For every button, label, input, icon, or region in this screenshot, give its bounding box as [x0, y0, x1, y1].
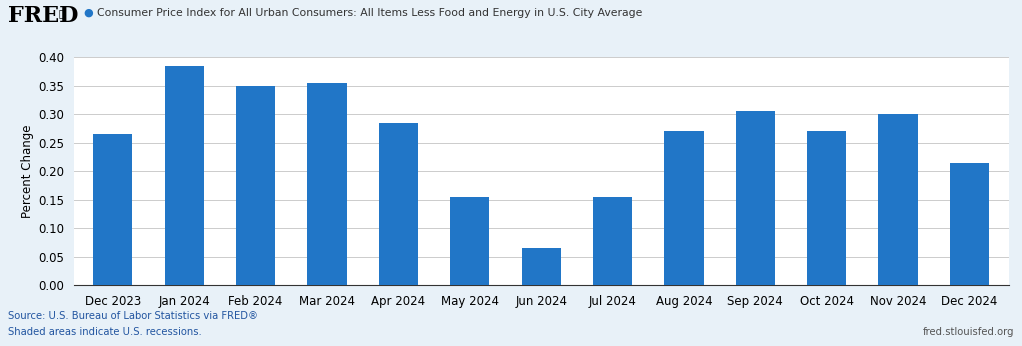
Bar: [736, 111, 775, 285]
Bar: [593, 197, 633, 285]
Text: 📈: 📈: [58, 9, 64, 19]
Y-axis label: Percent Change: Percent Change: [20, 125, 34, 218]
Text: Consumer Price Index for All Urban Consumers: All Items Less Food and Energy in : Consumer Price Index for All Urban Consu…: [97, 8, 643, 18]
Bar: [521, 248, 561, 285]
Bar: [308, 83, 346, 285]
Bar: [93, 134, 133, 285]
Bar: [949, 163, 989, 285]
Text: Source: U.S. Bureau of Labor Statistics via FRED®: Source: U.S. Bureau of Labor Statistics …: [8, 311, 259, 321]
Bar: [879, 114, 918, 285]
Text: fred.stlouisfed.org: fred.stlouisfed.org: [922, 327, 1014, 337]
Bar: [379, 123, 418, 285]
Bar: [450, 197, 490, 285]
Bar: [664, 131, 703, 285]
Bar: [165, 66, 203, 285]
Bar: [236, 86, 275, 285]
Text: FRED: FRED: [8, 5, 79, 27]
Text: ●: ●: [84, 8, 94, 18]
Bar: [807, 131, 846, 285]
Text: Shaded areas indicate U.S. recessions.: Shaded areas indicate U.S. recessions.: [8, 327, 202, 337]
